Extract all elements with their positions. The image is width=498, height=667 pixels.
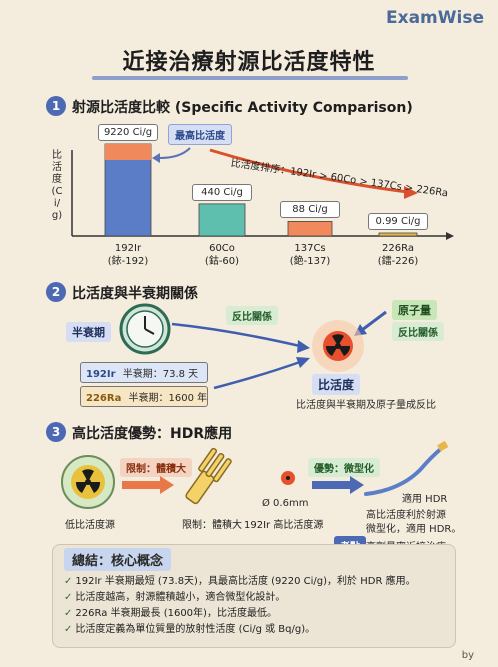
limit-caption: 限制：體積大 (182, 520, 242, 531)
section2-caption: 比活度與半衰期及原子量成反比 (296, 400, 436, 411)
bar-1 (198, 203, 246, 237)
inverse-relation-tag-1: 反比關係 (226, 306, 278, 325)
ir-half-life-box: 192Ir 半衰期：73.8 天 (80, 362, 208, 383)
low-activity-source-icon (61, 455, 115, 509)
category-symbol: 192Ir (114, 243, 142, 254)
highest-arrow-head (152, 153, 160, 163)
ra-name: 226Ra (86, 393, 122, 404)
applicator-icon (185, 447, 232, 505)
highest-arrow (159, 147, 191, 159)
summary-item: ✓ 比活度越高，射源體積越小，適合微型化設計。 (64, 592, 286, 603)
chart-ylabel: 比活度(Ci/g) (51, 150, 63, 221)
section1-title: 射源比活度比較 (Specific Activity Comparison) (72, 100, 413, 116)
section1-number: 1 (46, 96, 66, 116)
hdr-catheter-icon (364, 440, 449, 496)
half-life-label: 半衰期 (66, 322, 111, 342)
section2-number: 2 (46, 282, 66, 302)
ranking-arrow (209, 148, 409, 194)
category-symbol: 60Co (209, 243, 235, 254)
ranking-arrow-head (404, 186, 418, 199)
section3-title: 高比活度優勢：HDR應用 (72, 426, 233, 442)
limit-tag: 限制：體積大 (120, 458, 192, 477)
category-symbol: 226Ra (382, 243, 414, 254)
footer-credit: by (461, 650, 474, 661)
ir-half-life: 半衰期：73.8 天 (122, 369, 199, 380)
title-underline (92, 76, 408, 80)
summary-item: ✓ 226Ra 半衰期最長 (1600年)，比活度最低。 (64, 608, 277, 619)
bar-value-label: 88 Ci/g (280, 201, 340, 219)
ra-half-life-box: 226Ra 半衰期：1600 年 (80, 386, 208, 407)
summary-title: 總結：核心概念 (64, 548, 172, 571)
category-symbol: 137Cs (294, 243, 326, 254)
radiation-icon (312, 320, 364, 372)
hdr-label: 適用 HDR (402, 494, 448, 505)
ir-source-icon (281, 471, 295, 485)
page-title: 近接治療射源比活度特性 (122, 50, 376, 75)
section2-title: 比活度與半衰期關係 (72, 286, 198, 302)
size-label: Ø 0.6mm (262, 498, 309, 509)
bar-category-label: 192Ir (銥-192) (94, 242, 162, 268)
activity-label: 比活度 (312, 374, 361, 395)
brand-logo: ExamWise (386, 8, 484, 28)
limit-arrow (122, 476, 174, 494)
summary-item: ✓ 比活度定義為單位質量的放射性活度 (Ci/g 或 Bq/g)。 (64, 624, 316, 635)
bar-category-label: 137Cs (銫-137) (276, 242, 344, 268)
category-name: (鐳-226) (377, 256, 419, 267)
x-axis-arrow (446, 232, 454, 240)
inverse-relation-tag-2: 反比關係 (392, 322, 444, 341)
category-name: (銥-192) (107, 256, 149, 267)
atomic-mass-label: 原子量 (392, 300, 437, 320)
benefit-line2: 微型化，適用 HDR。 (366, 524, 462, 535)
bar-value-label: 9220 Ci/g (98, 124, 158, 141)
ir-name: 192Ir (86, 369, 116, 380)
advantage-tag: 優勢：微型化 (308, 458, 380, 477)
bar-3 (378, 232, 418, 237)
section3-number: 3 (46, 422, 66, 442)
ra-half-life: 半衰期：1600 年 (128, 393, 208, 404)
category-name: (銫-137) (289, 256, 331, 267)
low-source-label: 低比活度源 (65, 520, 115, 531)
bar-2 (287, 221, 333, 237)
bar-value-label: 0.99 Ci/g (368, 213, 428, 230)
category-name: (鈷-60) (204, 256, 240, 267)
bar-value-label: 440 Ci/g (192, 183, 252, 201)
bar-category-label: 60Co (鈷-60) (188, 242, 256, 268)
highest-activity-tag: 最高比活度 (168, 124, 232, 145)
bar-category-label: 226Ra (鐳-226) (364, 242, 432, 268)
clock-icon (119, 303, 171, 355)
bar-0-top-band (105, 144, 151, 160)
ir-source-label: 192Ir 高比活度源 (244, 520, 324, 531)
benefit-line1: 高比活度利於射源 (366, 510, 446, 521)
advantage-arrow (312, 476, 364, 494)
summary-item: ✓ 192Ir 半衰期最短 (73.8天)，具最高比活度 (9220 Ci/g)，… (64, 576, 416, 587)
